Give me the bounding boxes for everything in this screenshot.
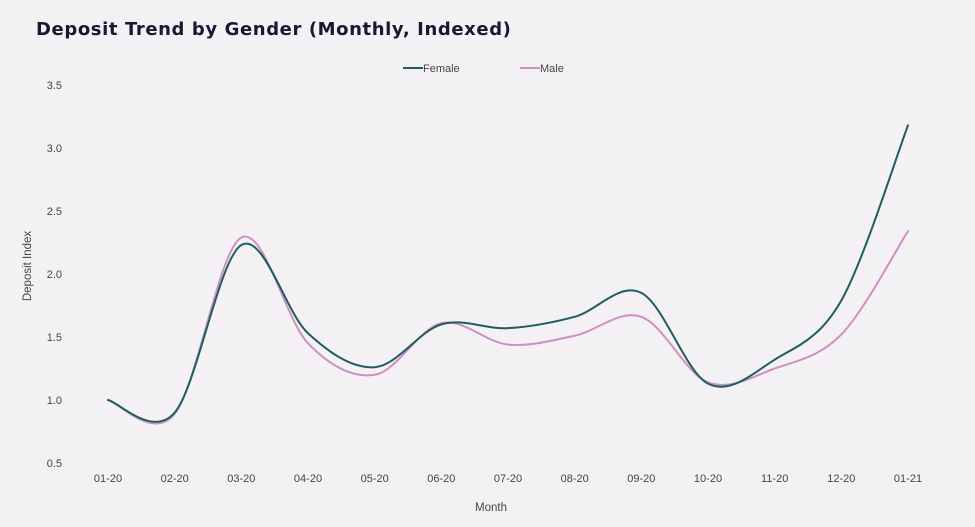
y-tick-label: 2.0 xyxy=(47,269,62,281)
chart-title: Deposit Trend by Gender (Monthly, Indexe… xyxy=(36,19,512,40)
x-tick-label: 01-20 xyxy=(94,473,122,485)
y-tick-label: 1.0 xyxy=(47,395,62,407)
y-tick-label: 1.5 xyxy=(47,332,62,344)
y-axis-title: Deposit Index xyxy=(22,231,34,302)
x-tick-label: 08-20 xyxy=(561,473,589,485)
y-axis-ticks: 0.5 1.0 1.5 2.0 2.5 3.0 3.5 xyxy=(47,80,62,470)
series-line-male xyxy=(107,230,909,425)
x-tick-label: 03-20 xyxy=(227,473,255,485)
x-tick-label: 07-20 xyxy=(494,473,522,485)
x-tick-label: 09-20 xyxy=(627,473,655,485)
x-tick-label: 01-21 xyxy=(894,473,922,485)
x-tick-label: 05-20 xyxy=(361,473,389,485)
legend: Female Male xyxy=(403,63,564,75)
legend-label-female: Female xyxy=(423,63,460,75)
x-axis-title: Month xyxy=(475,502,507,514)
series-lines xyxy=(107,124,909,425)
series-line-female xyxy=(107,124,909,423)
x-tick-label: 02-20 xyxy=(161,473,189,485)
x-tick-label: 11-20 xyxy=(761,473,788,485)
x-axis-ticks: 01-20 02-20 03-20 04-20 05-20 06-20 07-20 08-20… xyxy=(94,473,922,485)
legend-label-male: Male xyxy=(540,63,564,75)
x-tick-label: 04-20 xyxy=(294,473,322,485)
x-tick-label: 10-20 xyxy=(694,473,722,485)
x-tick-label: 06-20 xyxy=(427,473,455,485)
y-tick-label: 3.0 xyxy=(47,143,62,155)
x-tick-label: 12-20 xyxy=(827,473,855,485)
y-tick-label: 0.5 xyxy=(47,458,62,470)
y-tick-label: 2.5 xyxy=(47,206,62,218)
y-tick-label: 3.5 xyxy=(47,80,62,92)
